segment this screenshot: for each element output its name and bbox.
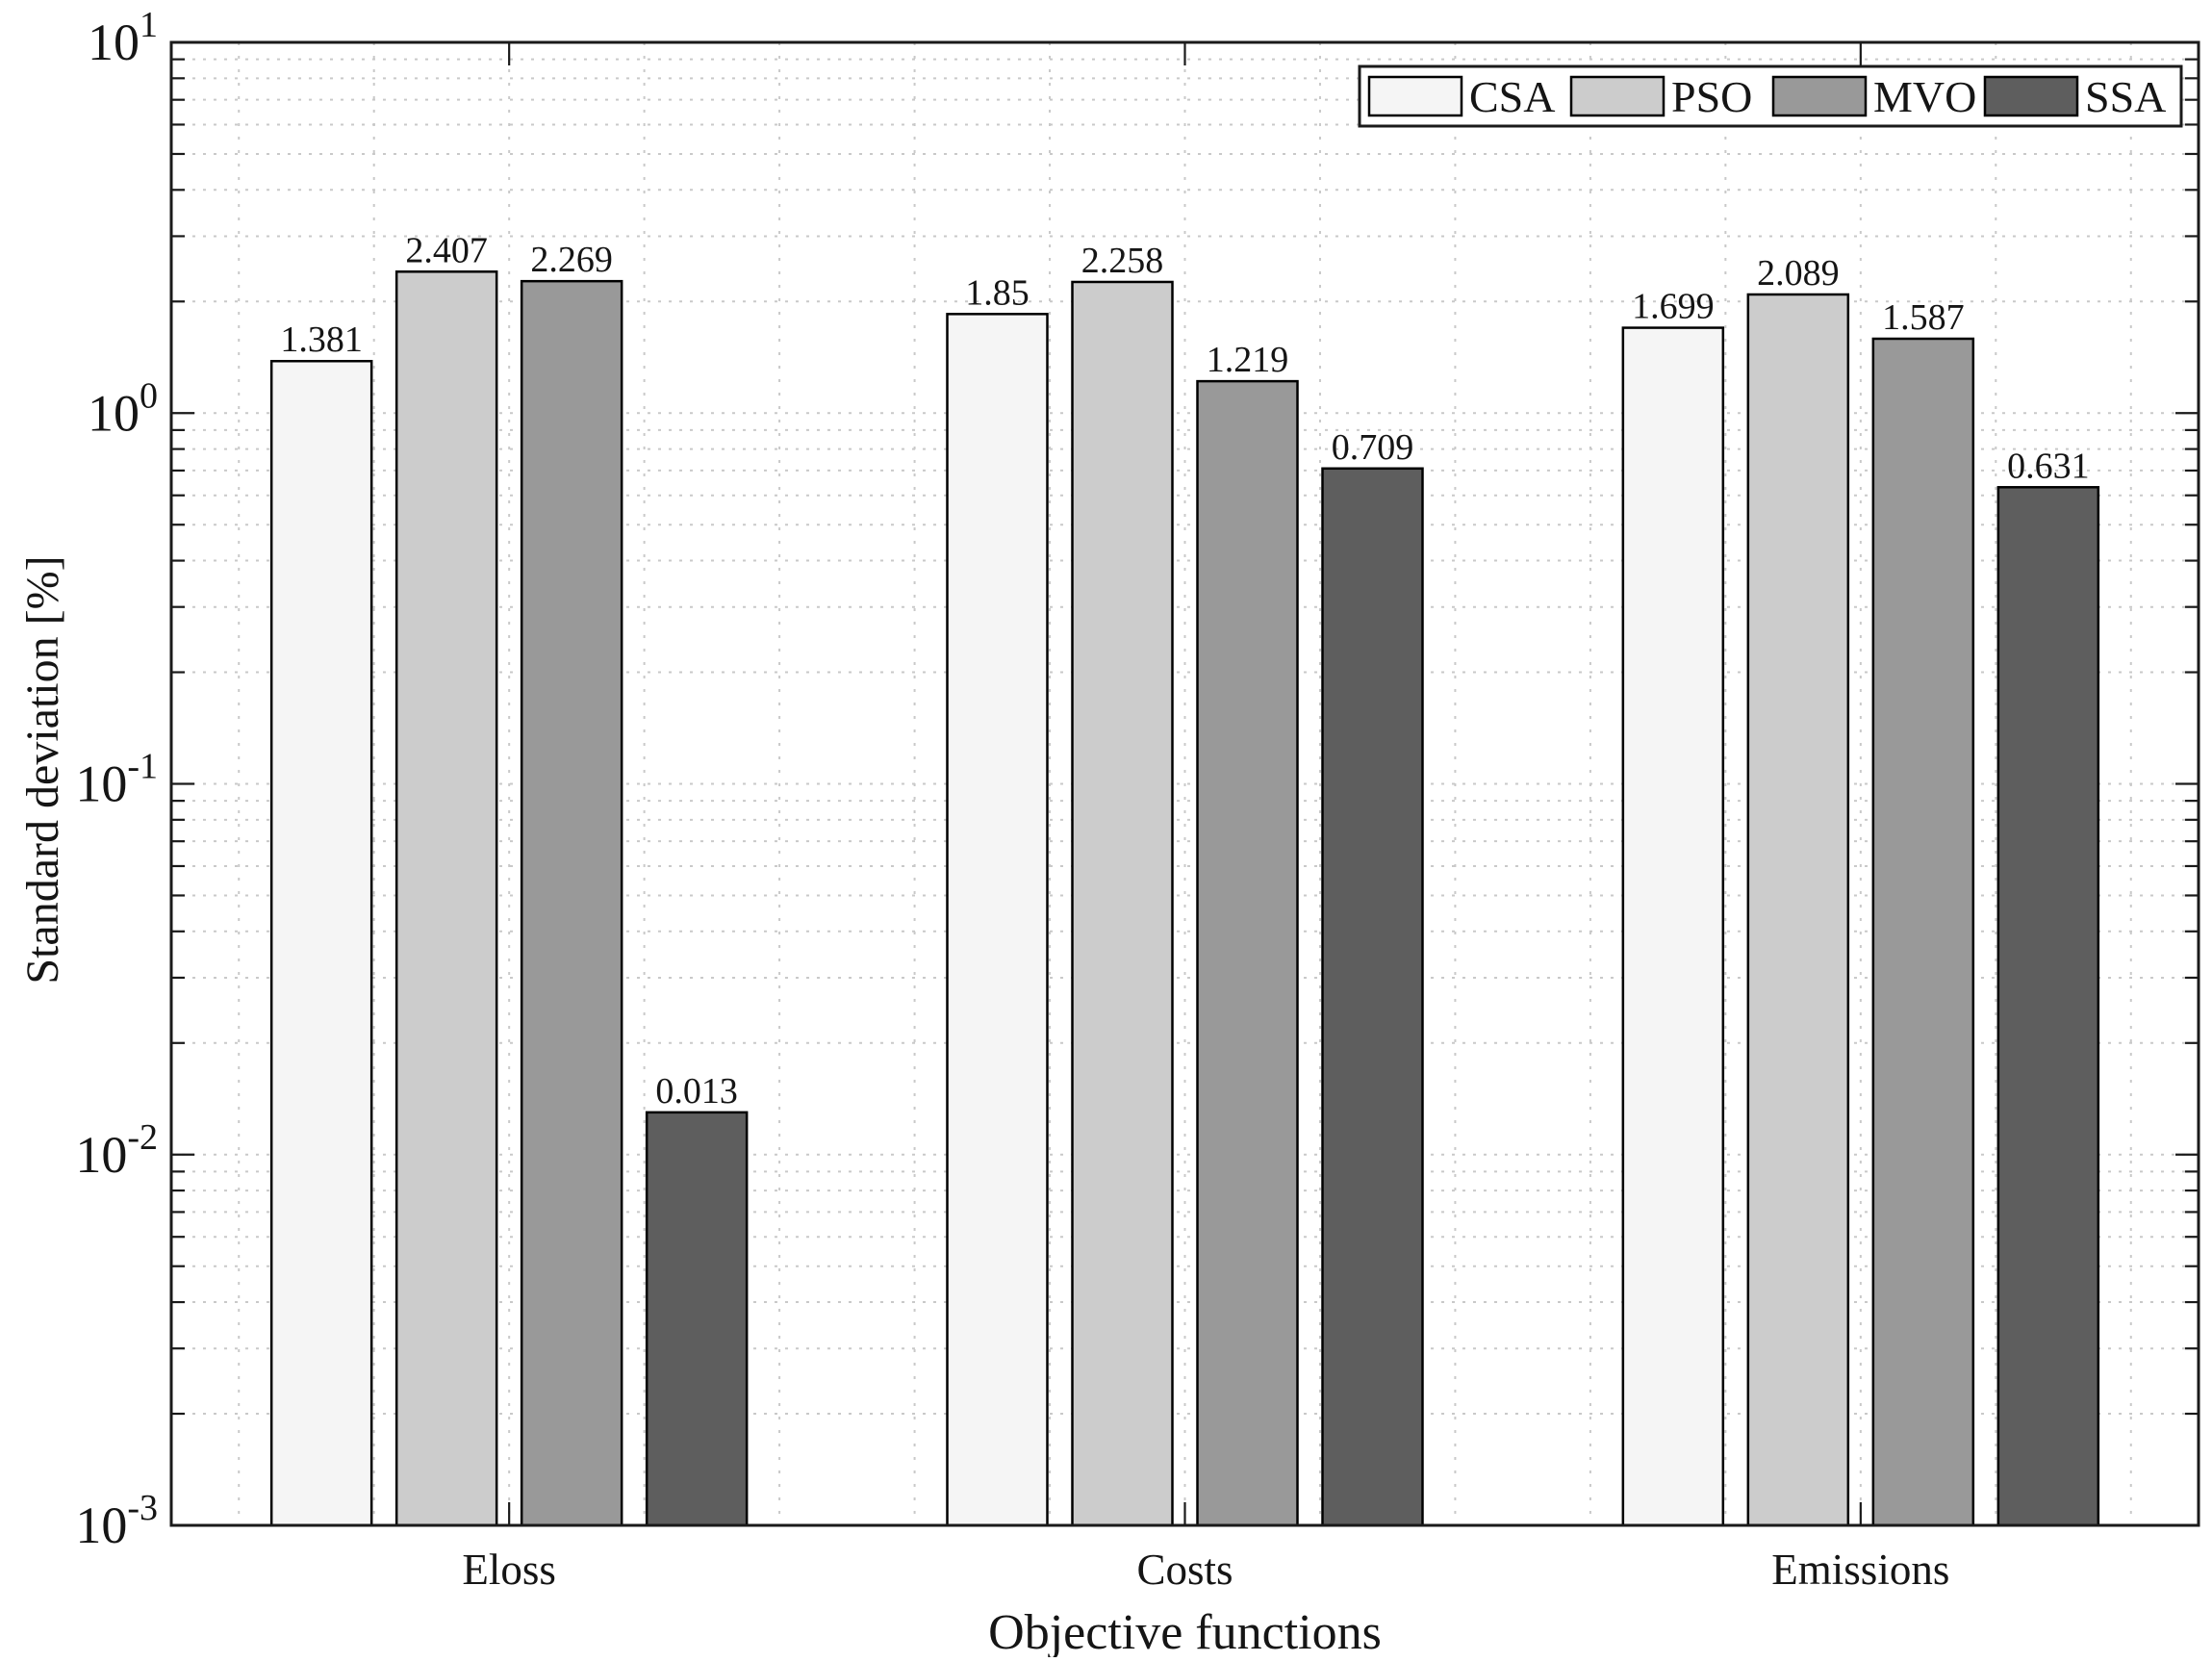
legend-swatch-mvo	[1771, 75, 1868, 117]
bar-pso-emissions	[1746, 293, 1850, 1527]
legend-label-csa: CSA	[1469, 72, 1555, 121]
bar-value-label: 1.381	[280, 320, 363, 360]
bar-value-label: 2.269	[530, 240, 613, 280]
bar-csa-eloss	[269, 359, 373, 1527]
bar-ssa-emissions	[1996, 486, 2100, 1527]
bar-mvo-emissions	[1871, 337, 1975, 1527]
bar-csa-costs	[946, 313, 1049, 1527]
bar-ssa-costs	[1321, 467, 1424, 1527]
bar-csa-emissions	[1621, 326, 1725, 1527]
axes	[169, 40, 2200, 1527]
bar-value-label: 2.407	[405, 230, 488, 270]
legend: CSA PSO MVO SSA	[1358, 64, 2183, 128]
x-tick-label-costs: Costs	[1136, 1546, 1233, 1594]
bar-value-label: 2.258	[1081, 241, 1164, 281]
legend-label-pso: PSO	[1671, 72, 1752, 121]
x-tick-labels: Eloss Costs Emissions	[462, 1546, 1949, 1594]
y-tick-label: 100	[88, 375, 158, 442]
y-tick-labels: 101 100 10-1 10-2 10-3	[75, 5, 158, 1554]
legend-label-mvo: MVO	[1873, 72, 1976, 121]
bar-ssa-eloss	[645, 1111, 749, 1527]
x-tick-label-eloss: Eloss	[462, 1546, 556, 1594]
bar-value-label: 1.587	[1882, 297, 1965, 338]
bar-value-label: 1.699	[1632, 287, 1715, 327]
bar-value-label: 0.709	[1332, 427, 1414, 468]
bar-value-label: 1.219	[1207, 340, 1289, 380]
bar-pso-costs	[1071, 280, 1174, 1527]
x-axis-label: Objective functions	[988, 1605, 1382, 1657]
y-tick-label: 10-1	[75, 747, 158, 813]
bar-series-ssa: 0.013 0.709 0.631	[645, 427, 2100, 1527]
y-tick-label: 10-2	[75, 1117, 158, 1184]
legend-swatch-ssa	[1983, 75, 2079, 117]
grid-lines	[171, 42, 2199, 1525]
y-tick-label: 10-3	[75, 1488, 158, 1554]
bar-value-label: 2.089	[1757, 253, 1840, 294]
legend-label-ssa: SSA	[2085, 72, 2166, 121]
legend-swatch-csa	[1367, 75, 1463, 117]
y-tick-label: 101	[88, 5, 158, 71]
bar-series-csa: 1.381 1.85 1.699	[269, 272, 1725, 1527]
bar-pso-eloss	[394, 270, 498, 1527]
bar-value-label: 0.013	[655, 1071, 738, 1112]
y-axis-label: Standard deviation [%]	[17, 555, 68, 984]
legend-swatch-pso	[1569, 75, 1665, 117]
bar-series-pso: 2.407 2.258 2.089	[394, 230, 1850, 1527]
bar-value-label: 1.85	[965, 272, 1030, 313]
bar-mvo-eloss	[520, 279, 623, 1527]
bar-value-label: 0.631	[2007, 446, 2090, 486]
bar-series-mvo: 2.269 1.219 1.587	[520, 240, 1975, 1527]
x-tick-label-emissions: Emissions	[1771, 1546, 1949, 1594]
bar-mvo-costs	[1196, 379, 1299, 1527]
